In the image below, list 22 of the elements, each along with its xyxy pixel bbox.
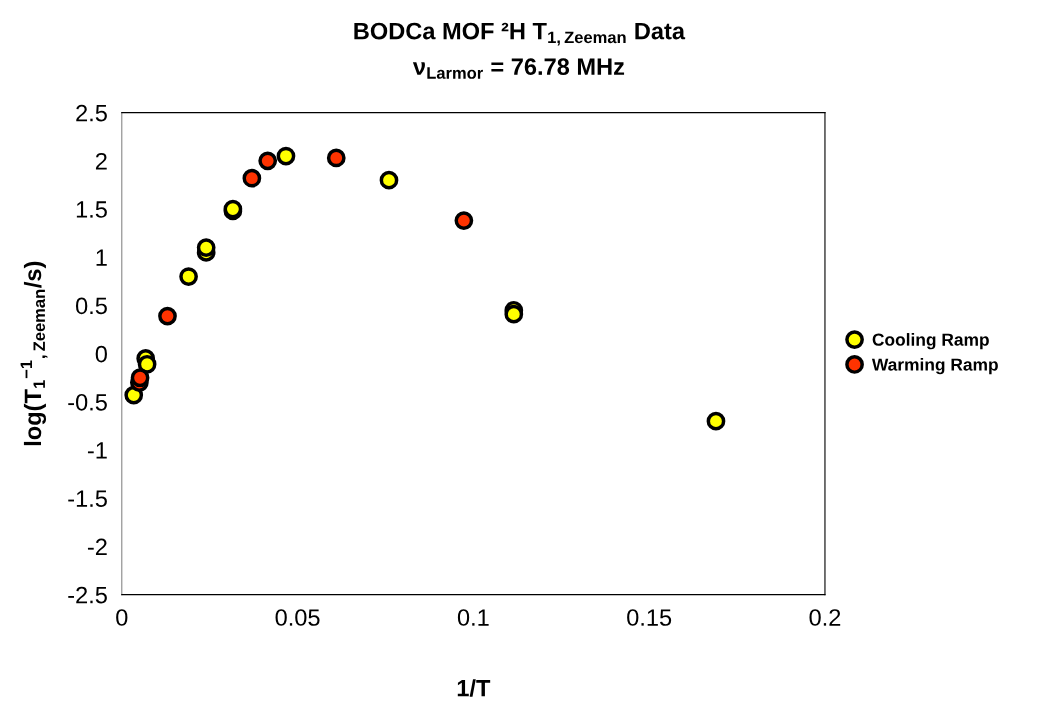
y-tick-label: 1 (96, 249, 107, 266)
x-tick-label: 0 (116, 609, 128, 626)
chart-title: BODCa MOF ²H T$_{1,Zeeman}$ Data (354, 22, 686, 46)
y-tick-label: 2 (95, 152, 107, 170)
y-tick-label: -2.5 (68, 586, 107, 604)
y-tick-label: 1.5 (76, 201, 107, 218)
y-tick-label: -0.5 (68, 393, 107, 411)
x-tick-label: 0.1 (457, 609, 489, 626)
y-axis-title: log(T$_{1}$$^{−1}$$_{,Zeeman}$/s) (20, 261, 48, 446)
legend-label: Warming Ramp (871, 357, 998, 375)
y-tick-label: -1 (87, 442, 107, 459)
y-tick-label: -2 (87, 538, 107, 555)
y-tick-label: 0 (95, 345, 107, 363)
y-tick-label: -1.5 (68, 490, 107, 508)
x-tick-label: 0.05 (275, 609, 320, 626)
x-tick-label: 0.2 (809, 609, 841, 626)
chart-subtitle: ν$_{Larmor}$ = 76.78 MHz (412, 58, 625, 79)
x-tick-label: 0.15 (627, 609, 672, 626)
y-tick-label: 0.5 (76, 297, 107, 315)
legend-label: Cooling Ramp (872, 333, 989, 350)
y-tick-label: 2.5 (76, 104, 107, 122)
x-axis-title: 1/T (457, 679, 491, 697)
